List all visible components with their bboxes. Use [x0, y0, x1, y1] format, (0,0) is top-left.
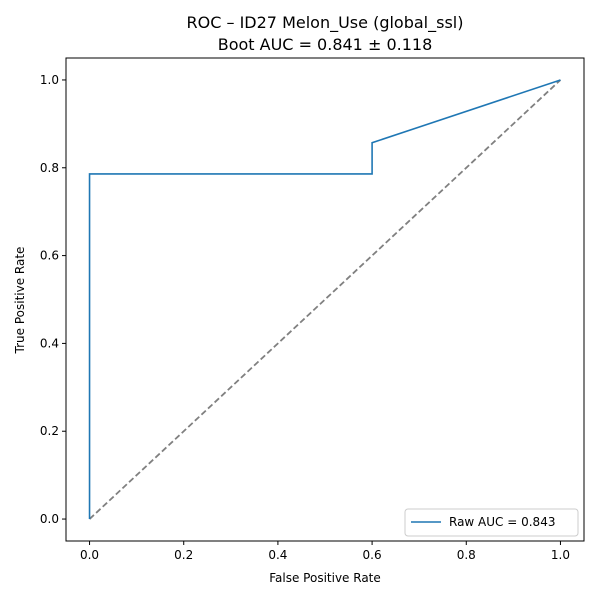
x-tick-label: 0.8	[457, 548, 476, 562]
roc-curve-line-0	[88, 79, 561, 520]
legend: Raw AUC = 0.843	[404, 508, 579, 537]
chance-diagonal-line	[88, 79, 562, 520]
plot-area: 0.0 0.2 0.4 0.6 0.8 1.0 0.0 0.2 0.4 0.6 0.8 1.0	[40, 57, 585, 562]
y-axis-label: True Positive Rate	[13, 247, 27, 355]
x-tick-label: 0.4	[268, 548, 287, 562]
y-tick-label: 1.0	[40, 73, 59, 87]
y-tick-label: 0.2	[40, 424, 59, 438]
x-tick-label: 0.0	[80, 548, 99, 562]
y-tick-label: 0.8	[40, 161, 59, 175]
x-tick-label: 0.6	[363, 548, 382, 562]
axes-frame	[65, 57, 585, 542]
y-tick-label: 0.4	[40, 336, 59, 350]
legend-entry-raw-auc: Raw AUC = 0.843	[449, 515, 555, 529]
x-tick-label: 1.0	[551, 548, 570, 562]
chart-title: ROC – ID27 Melon_Use (global_ssl)	[187, 13, 464, 33]
x-axis-label: False Positive Rate	[269, 571, 381, 585]
legend-box	[404, 508, 579, 537]
y-tick-label: 0.6	[40, 249, 59, 263]
y-tick-label: 0.0	[40, 512, 59, 526]
chart-subtitle: Boot AUC = 0.841 ± 0.118	[218, 35, 433, 54]
x-tick-label: 0.2	[174, 548, 193, 562]
